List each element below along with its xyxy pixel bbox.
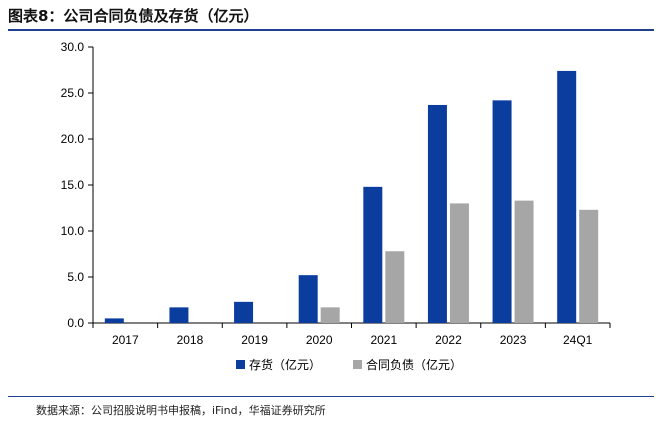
legend-label: 合同负债（亿元） — [366, 357, 462, 372]
legend-swatch — [353, 360, 362, 369]
bar-contract-liabilities — [514, 200, 534, 323]
bar-inventory — [363, 186, 383, 323]
y-tick-label: 30.0 — [61, 40, 85, 54]
x-tick-label: 2021 — [370, 333, 397, 347]
y-tick-label: 10.0 — [61, 224, 85, 238]
x-tick-label: 2022 — [435, 333, 462, 347]
bar-contract-liabilities — [320, 307, 340, 323]
bar-inventory — [298, 275, 318, 323]
x-tick-label: 2023 — [500, 333, 527, 347]
y-tick-label: 5.0 — [67, 270, 84, 284]
x-tick-label: 2020 — [306, 333, 333, 347]
y-tick-label: 0.0 — [67, 316, 84, 330]
legend-swatch — [236, 360, 245, 369]
bar-inventory — [169, 307, 189, 323]
title-bar: 图表8：公司合同负债及存货（亿元） — [0, 0, 659, 31]
bar-inventory — [427, 104, 447, 324]
x-tick-label: 2019 — [241, 333, 268, 347]
source-note: 数据来源：公司招股说明书申报稿，iFind，华福证券研究所 — [36, 404, 326, 417]
bar-inventory — [234, 301, 254, 323]
bar-inventory — [557, 70, 577, 323]
bar-inventory — [492, 100, 512, 323]
bar-chart: 0.0 5.0 10.0 15.0 20.0 25.0 30.0 2017 2018 2019 20… — [61, 40, 611, 372]
x-tick-label: 24Q1 — [563, 333, 593, 347]
x-tick-label: 2017 — [112, 333, 139, 347]
y-tick-label: 25.0 — [61, 86, 85, 100]
bar-contract-liabilities — [579, 209, 599, 323]
bar-contract-liabilities — [449, 203, 469, 323]
y-tick-label: 15.0 — [61, 178, 85, 192]
bar-inventory — [104, 318, 124, 323]
title-divider — [8, 29, 654, 31]
y-tick-label: 20.0 — [61, 132, 85, 146]
chart-title: 图表8：公司合同负债及存货（亿元） — [8, 7, 259, 25]
x-tick-label: 2018 — [177, 333, 204, 347]
legend-label: 存货（亿元） — [249, 357, 321, 372]
footer-divider — [8, 396, 654, 397]
bar-contract-liabilities — [385, 251, 405, 323]
